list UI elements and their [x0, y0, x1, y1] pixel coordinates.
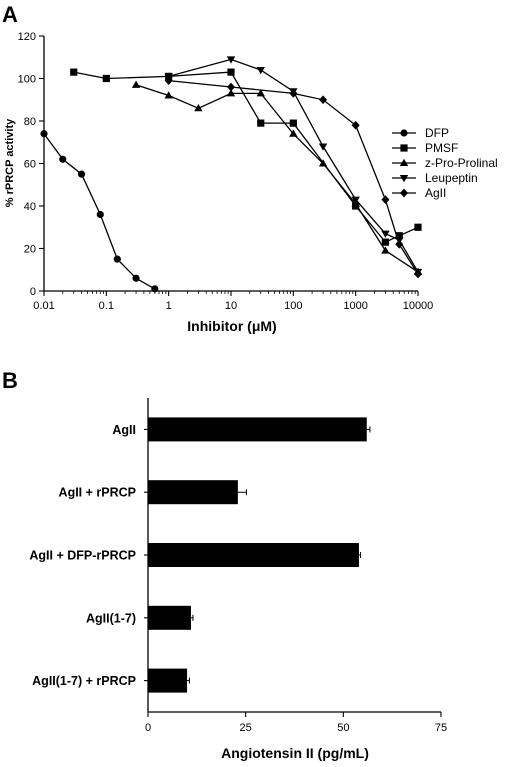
data-point-z-pro-prolinal — [256, 89, 265, 97]
data-point-leupeptin — [318, 143, 328, 151]
legend-label-agii: AgII — [425, 186, 446, 200]
data-point-dfp — [96, 210, 104, 219]
data-point-agii — [319, 95, 328, 105]
data-point-z-pro-prolinal — [164, 91, 173, 99]
data-point-dfp — [77, 170, 86, 178]
data-point-pmsf — [395, 232, 403, 240]
panel-b-x-tick-label: 25 — [240, 722, 252, 734]
data-point-agii — [164, 76, 173, 86]
panel-b-x-tick-label: 75 — [435, 722, 447, 734]
series-line-z-pro-prolinal — [135, 84, 419, 273]
data-point-pmsf — [70, 68, 78, 76]
panel-a-letter: A — [2, 2, 18, 27]
data-point-agii — [395, 239, 404, 249]
panel-a-x-axis-title: Inhibitor (μM) — [187, 318, 276, 334]
panel-a-y-tick-label: 0 — [30, 286, 36, 298]
data-point-pmsf — [381, 238, 390, 246]
panel-b-x-tick-label: 0 — [145, 722, 151, 734]
legend-marker-z-pro-prolinal — [399, 158, 409, 166]
panel-b-bars: AgII AgII + rPRCP AgII + DFP-rPRCP AgII(1-7… — [29, 417, 371, 693]
data-point-pmsf — [257, 119, 265, 127]
panel-a-y-tick-label: 120 — [18, 31, 36, 43]
panel-a-x-tick-label: 1000 — [343, 300, 367, 312]
panel-a-x-tick-label: 10000 — [403, 300, 434, 312]
category-label-agii: AgII — [112, 423, 136, 437]
panel-b-letter: B — [2, 368, 18, 393]
legend-marker-dfp — [400, 129, 408, 137]
panel-a-axes: 0 20 40 60 80 100 120 0.01 0.1 1 10 100 1000 10000 — [18, 31, 434, 312]
data-point-dfp — [40, 130, 48, 138]
data-point-z-pro-prolinal — [318, 159, 328, 167]
data-point-dfp — [151, 285, 159, 293]
bar-agii-1-7-rprcp — [148, 668, 188, 693]
bar-agii — [148, 417, 367, 442]
data-point-agii — [414, 269, 422, 279]
panel-a-series — [40, 56, 423, 293]
data-point-agii — [289, 88, 298, 98]
bar-agii-dfp-rprcp — [148, 543, 359, 567]
legend-label-leupeptin: Leupeptin — [425, 171, 478, 185]
data-point-z-pro-prolinal — [194, 104, 203, 112]
panel-a-y-tick-label: 40 — [24, 201, 36, 213]
data-point-pmsf — [227, 68, 235, 76]
data-point-leupeptin — [256, 67, 265, 75]
panel-a-x-tick-label: 10 — [225, 300, 237, 312]
data-point-z-pro-prolinal — [381, 246, 390, 254]
data-point-leupeptin — [351, 196, 360, 204]
data-point-z-pro-prolinal — [131, 80, 141, 88]
panel-a-y-tick-label: 60 — [24, 159, 36, 171]
panel-b-x-axis-title: Angiotensin II (pg/mL) — [221, 745, 369, 761]
data-point-dfp — [59, 155, 67, 163]
panel-a-x-tick-label: 0.01 — [33, 300, 54, 312]
series-line-pmsf — [73, 71, 419, 243]
data-point-leupeptin — [226, 56, 236, 64]
panel-a-y-tick-label: 100 — [18, 74, 36, 86]
category-label-agii-1-7-rprcp: AgII(1-7) + rPRCP — [32, 674, 136, 688]
data-point-agii — [381, 195, 390, 205]
data-point-agii — [351, 120, 360, 130]
data-point-z-pro-prolinal — [226, 89, 236, 97]
panel-a-y-tick-label: 20 — [24, 244, 36, 256]
data-point-agii — [227, 82, 235, 92]
data-point-dfp — [113, 255, 121, 263]
legend-label-dfp: DFP — [425, 126, 449, 140]
bar-agii-1-7 — [148, 605, 191, 630]
panel-a-y-axis-title: % rPRCP activity — [4, 118, 16, 207]
panel-b: B 0 25 50 75 AgII AgII + rPRCP AgII + DFP-rPR… — [2, 368, 447, 761]
data-point-leupeptin — [381, 230, 390, 238]
legend-marker-leupeptin — [399, 175, 409, 183]
data-point-z-pro-prolinal — [289, 129, 298, 137]
category-label-agii-rprcp: AgII + rPRCP — [59, 486, 136, 500]
panel-a-x-tick-label: 100 — [284, 300, 302, 312]
data-point-pmsf — [414, 223, 422, 231]
legend-label-z-pro-prolinal: z-Pro-Prolinal — [425, 156, 498, 170]
legend-label-pmsf: PMSF — [425, 141, 458, 155]
category-label-agii-1-7: AgII(1-7) — [86, 611, 136, 625]
category-label-agii-dfp-rprcp: AgII + DFP-rPRCP — [29, 549, 136, 563]
bar-agii-rprcp — [148, 480, 238, 505]
series-line-agii — [168, 79, 419, 275]
data-point-pmsf — [102, 74, 110, 83]
legend-marker-agii — [400, 188, 408, 198]
panel-a-x-tick-label: 0.1 — [99, 300, 114, 312]
panel-a-y-tick-label: 80 — [24, 116, 36, 128]
legend-marker-pmsf — [400, 144, 408, 152]
data-point-pmsf — [289, 119, 297, 127]
panel-a-x-tick-label: 1 — [166, 300, 172, 312]
data-point-dfp — [132, 274, 140, 282]
panel-b-x-tick-label: 50 — [337, 722, 349, 734]
